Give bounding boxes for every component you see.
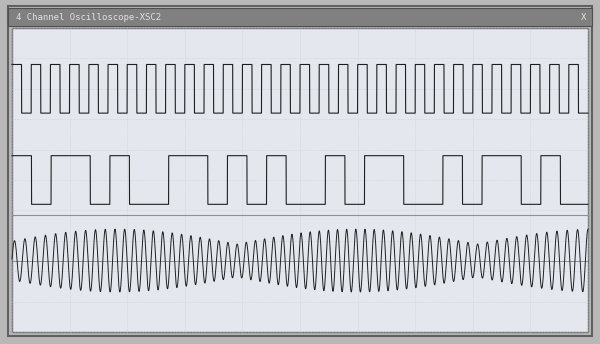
Text: X: X — [581, 12, 586, 21]
Bar — [12, 28, 588, 332]
Text: 4 Channel Oscilloscope-XSC2: 4 Channel Oscilloscope-XSC2 — [16, 12, 161, 21]
Bar — [8, 8, 592, 26]
